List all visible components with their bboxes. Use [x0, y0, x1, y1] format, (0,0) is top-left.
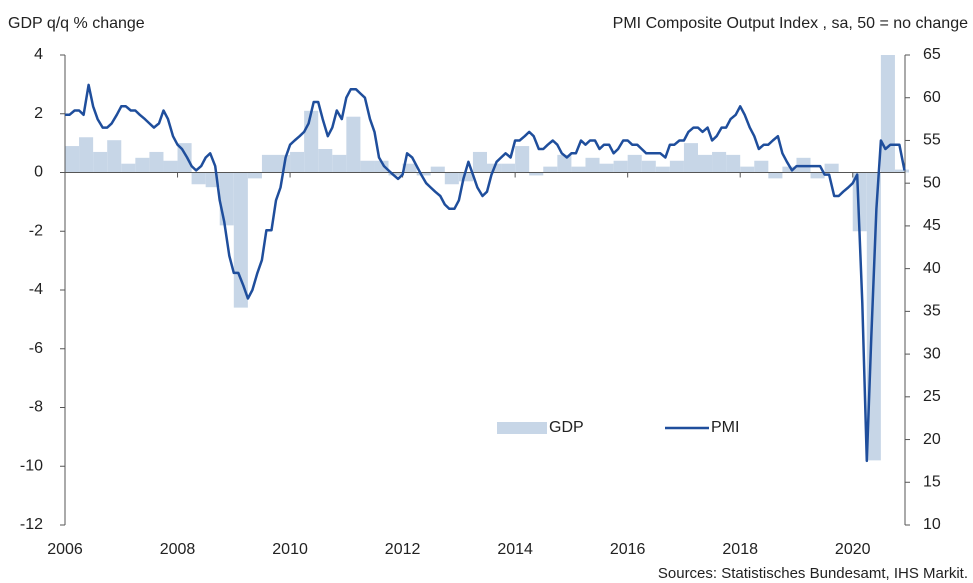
bar — [515, 146, 530, 173]
source: Sources: Statistisches Bundesamt, IHS Ma… — [658, 565, 968, 582]
bar — [107, 140, 122, 173]
line — [65, 83, 906, 463]
y2-tick-label: 40 — [923, 260, 941, 277]
bars — [65, 55, 909, 461]
y-tick-label: -2 — [29, 222, 43, 239]
bar — [177, 143, 192, 173]
bar — [627, 154, 642, 173]
y-tick-label: 2 — [34, 105, 43, 122]
y2-tick-label: 25 — [923, 388, 941, 405]
bar — [402, 163, 417, 173]
y2-tick-label: 30 — [923, 345, 941, 362]
bar — [655, 166, 670, 173]
x-tick-label: 2020 — [835, 541, 871, 558]
y2-axis-label: PMI Composite Output Index , sa, 50 = no… — [613, 15, 968, 32]
y2-tick-label: 60 — [923, 89, 941, 106]
bar — [290, 151, 305, 173]
bar — [332, 154, 347, 173]
x-tick-label: 2016 — [610, 541, 646, 558]
bar — [79, 137, 94, 173]
bar — [374, 160, 389, 173]
bar — [824, 163, 839, 173]
bar — [782, 166, 797, 173]
bar — [219, 172, 234, 226]
x-tick-label: 2014 — [497, 541, 533, 558]
bar — [852, 172, 867, 232]
legend-label: PMI — [711, 419, 739, 436]
bar — [613, 160, 628, 173]
bar — [163, 160, 178, 173]
y2-tick-label: 55 — [923, 132, 941, 149]
bar — [641, 160, 656, 173]
bar — [233, 172, 248, 308]
y2-tick-label: 45 — [923, 217, 941, 234]
bar — [93, 151, 108, 173]
y-tick-label: 0 — [34, 164, 43, 181]
bar — [191, 172, 206, 185]
bar — [318, 149, 333, 173]
y2-tick-label: 10 — [923, 516, 941, 533]
bar — [388, 172, 403, 176]
bar — [894, 169, 909, 173]
bar — [360, 160, 375, 173]
y-tick-label: -10 — [20, 457, 43, 474]
y2-tick-label: 65 — [923, 46, 941, 63]
bar — [571, 166, 586, 173]
bar — [472, 151, 487, 173]
bar — [810, 172, 825, 179]
bar — [557, 154, 572, 173]
bar — [458, 172, 473, 182]
y2-tick-label: 35 — [923, 303, 941, 320]
bar — [444, 172, 459, 185]
bar — [529, 172, 544, 176]
bar — [880, 55, 895, 173]
bar — [149, 151, 164, 173]
bar — [768, 172, 783, 179]
bar — [754, 160, 769, 173]
bar — [585, 157, 600, 173]
bar — [726, 154, 741, 173]
y-tick-label: -8 — [29, 399, 43, 416]
bar — [698, 154, 713, 173]
bar — [247, 172, 262, 179]
x-tick-label: 2008 — [160, 541, 196, 558]
bar — [135, 157, 150, 173]
bar — [346, 116, 361, 173]
bar — [261, 154, 276, 173]
bar — [501, 163, 516, 173]
bar — [740, 166, 755, 173]
bar — [683, 143, 698, 173]
bar — [543, 166, 558, 173]
bar — [430, 166, 445, 173]
bar — [65, 146, 80, 173]
y-tick-label: -6 — [29, 340, 43, 357]
legend-label: GDP — [549, 419, 584, 436]
x-tick-label: 2010 — [272, 541, 308, 558]
y2-tick-label: 50 — [923, 174, 941, 191]
bar — [599, 163, 614, 173]
y-axis-label: GDP q/q % change — [8, 15, 145, 32]
legend-swatch — [497, 422, 547, 434]
y2-tick-label: 20 — [923, 431, 941, 448]
y-tick-label: -4 — [29, 281, 43, 298]
y-tick-label: 4 — [34, 46, 43, 63]
bar — [304, 110, 319, 173]
x-tick-label: 2012 — [385, 541, 421, 558]
y2-tick-label: 15 — [923, 473, 941, 490]
bar — [121, 163, 136, 173]
y-tick-label: -12 — [20, 516, 43, 533]
bar — [712, 151, 727, 173]
x-tick-label: 2006 — [47, 541, 83, 558]
x-tick-label: 2018 — [722, 541, 758, 558]
bar — [669, 160, 684, 173]
bar — [416, 172, 431, 176]
